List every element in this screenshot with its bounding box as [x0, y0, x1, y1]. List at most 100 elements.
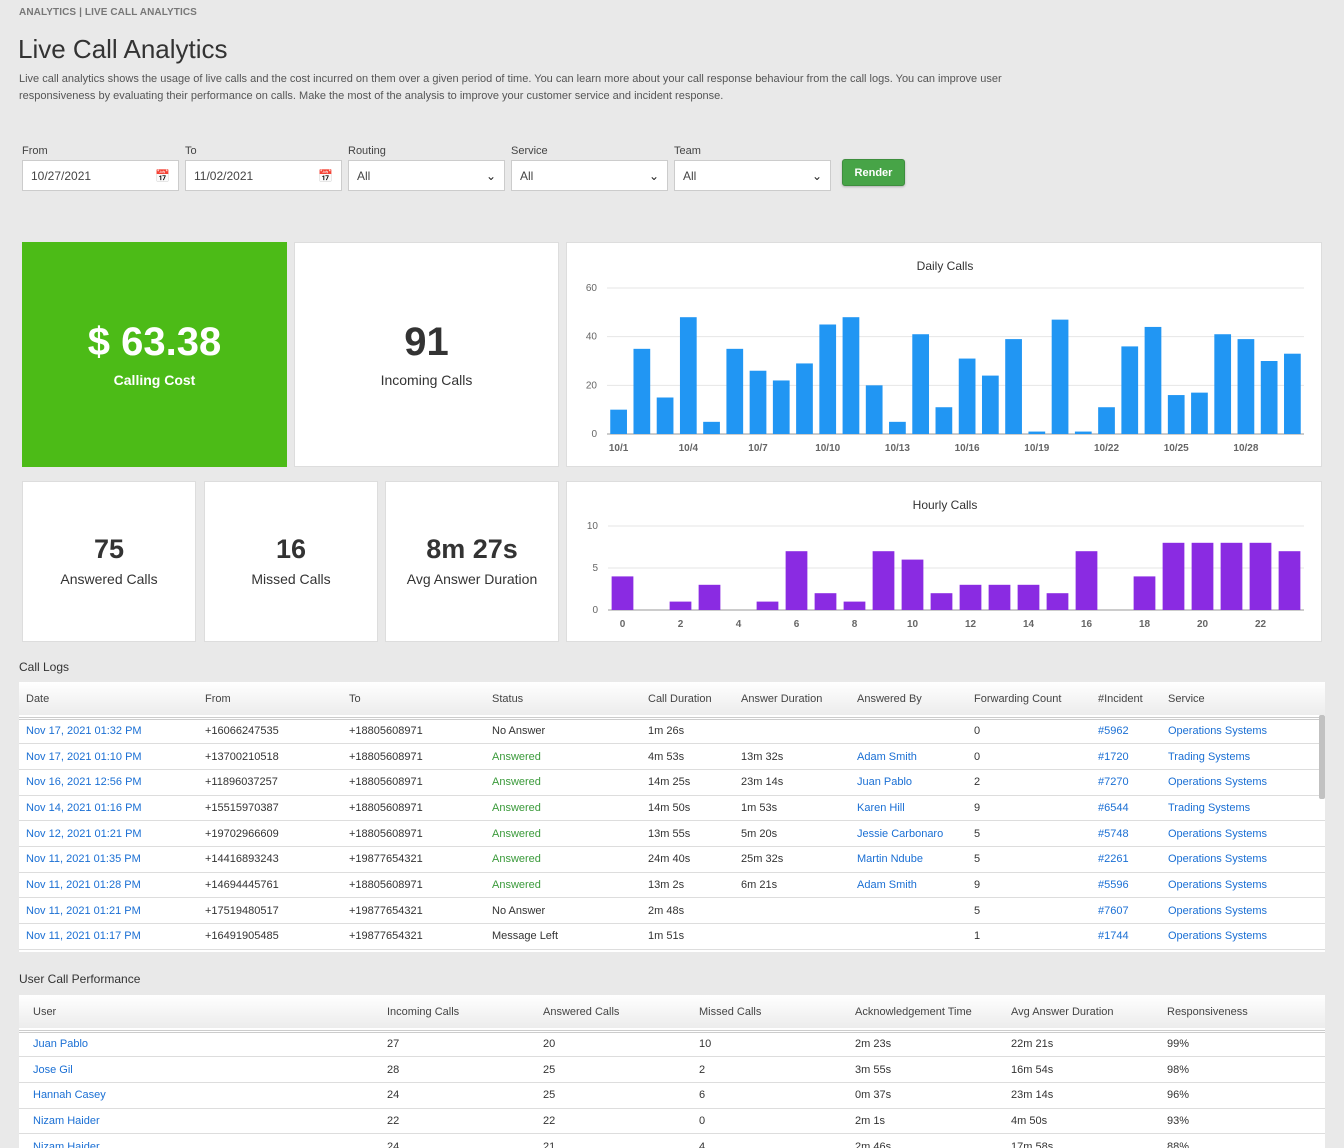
bar[interactable]: [1167, 395, 1185, 434]
table-row[interactable]: Jose Gil 28 25 2 3m 55s 16m 54s 98%: [19, 1056, 1325, 1083]
table-cell-link[interactable]: Hannah Casey: [19, 1082, 380, 1109]
bar[interactable]: [610, 409, 627, 434]
table-cell-link[interactable]: Operations Systems: [1161, 846, 1325, 873]
to-date-input[interactable]: 11/02/2021 📅: [185, 160, 342, 191]
bar[interactable]: [1144, 326, 1162, 434]
column-header[interactable]: To: [349, 693, 361, 706]
bar[interactable]: [611, 576, 634, 610]
bar[interactable]: [912, 334, 930, 434]
column-header[interactable]: Avg Answer Duration: [1011, 1006, 1114, 1019]
table-cell-link[interactable]: Nov 11, 2021 01:17 PM: [19, 923, 198, 950]
bar[interactable]: [958, 358, 976, 434]
column-header[interactable]: Forwarding Count: [974, 693, 1062, 706]
bar[interactable]: [1237, 339, 1255, 434]
column-header[interactable]: Date: [26, 693, 50, 706]
bar[interactable]: [842, 317, 860, 434]
table-cell-link[interactable]: Trading Systems: [1161, 743, 1325, 770]
table-row[interactable]: Nizam Haider 24 21 4 2m 46s 17m 58s 88%: [19, 1133, 1325, 1148]
table-row[interactable]: Nov 11, 2021 01:35 PM +14416893243 +198776…: [19, 846, 1325, 873]
bar[interactable]: [865, 385, 883, 434]
bar[interactable]: [901, 559, 924, 610]
table-cell-link[interactable]: #7607: [1091, 897, 1161, 924]
column-header[interactable]: Acknowledgement Time: [855, 1006, 972, 1019]
column-header[interactable]: Answered Calls: [543, 1006, 620, 1019]
bar[interactable]: [1284, 353, 1301, 434]
bar[interactable]: [1191, 392, 1208, 434]
table-cell-link[interactable]: Jose Gil: [19, 1056, 380, 1083]
table-row[interactable]: Nov 16, 2021 12:56 PM +11896037257 +188056…: [19, 769, 1325, 796]
table-cell-link[interactable]: Nov 12, 2021 01:21 PM: [19, 820, 198, 847]
table-cell-link[interactable]: Nov 17, 2021 01:32 PM: [19, 718, 198, 745]
bar[interactable]: [749, 370, 767, 434]
table-cell-link[interactable]: #1744: [1091, 923, 1161, 950]
bar[interactable]: [1051, 319, 1069, 434]
calendar-icon[interactable]: 📅: [318, 168, 333, 183]
bar[interactable]: [935, 407, 953, 434]
bar[interactable]: [796, 363, 813, 434]
table-row[interactable]: Nov 17, 2021 01:32 PM +16066247535 +188056…: [19, 718, 1325, 745]
from-date-input[interactable]: 10/27/2021 📅: [22, 160, 179, 191]
bar[interactable]: [633, 348, 651, 434]
table-cell-link[interactable]: Martin Ndube: [850, 846, 967, 873]
table-row[interactable]: Juan Pablo 27 20 10 2m 23s 22m 21s 99%: [19, 1031, 1325, 1058]
table-cell-link[interactable]: Nov 14, 2021 01:16 PM: [19, 795, 198, 822]
column-header[interactable]: Answered By: [857, 693, 922, 706]
table-row[interactable]: Hannah Casey 24 25 6 0m 37s 23m 14s 96%: [19, 1082, 1325, 1109]
table-cell-link[interactable]: Adam Smith: [850, 872, 967, 899]
render-button[interactable]: Render: [842, 159, 905, 186]
bar[interactable]: [1191, 542, 1214, 610]
table-row[interactable]: Nov 11, 2021 01:17 PM +16491905485 +198776…: [19, 923, 1325, 950]
bar[interactable]: [814, 593, 837, 610]
column-header[interactable]: Answer Duration: [741, 693, 823, 706]
table-cell-link[interactable]: Nov 11, 2021 01:28 PM: [19, 872, 198, 899]
table-row[interactable]: Nov 14, 2021 01:16 PM +15515970387 +188056…: [19, 795, 1325, 822]
bar[interactable]: [1260, 361, 1278, 434]
column-header[interactable]: Responsiveness: [1167, 1006, 1248, 1019]
table-cell-link[interactable]: Operations Systems: [1161, 923, 1325, 950]
bar[interactable]: [872, 551, 895, 610]
column-header[interactable]: From: [205, 693, 231, 706]
calendar-icon[interactable]: 📅: [155, 168, 170, 183]
table-cell-link[interactable]: #7270: [1091, 769, 1161, 796]
bar[interactable]: [656, 397, 674, 435]
bar[interactable]: [1098, 407, 1115, 434]
bar[interactable]: [843, 601, 866, 610]
table-cell-link[interactable]: Operations Systems: [1161, 718, 1325, 745]
table-cell-link[interactable]: Operations Systems: [1161, 769, 1325, 796]
table-cell-link[interactable]: #5596: [1091, 872, 1161, 899]
table-row[interactable]: Nov 11, 2021 01:21 PM +17519480517 +198776…: [19, 897, 1325, 924]
table-cell-link[interactable]: #5748: [1091, 820, 1161, 847]
bar[interactable]: [1028, 431, 1046, 434]
bar[interactable]: [1074, 431, 1092, 434]
table-cell-link[interactable]: #6544: [1091, 795, 1161, 822]
column-header[interactable]: Missed Calls: [699, 1006, 762, 1019]
scrollbar[interactable]: [1319, 715, 1325, 799]
table-cell-link[interactable]: Juan Pablo: [850, 769, 967, 796]
table-cell-link[interactable]: Adam Smith: [850, 743, 967, 770]
column-header[interactable]: Call Duration: [648, 693, 712, 706]
column-header[interactable]: Service: [1168, 693, 1205, 706]
column-header[interactable]: User: [33, 1006, 57, 1019]
bar[interactable]: [959, 584, 982, 610]
bar[interactable]: [819, 324, 837, 435]
bar[interactable]: [1162, 542, 1185, 610]
column-header[interactable]: Status: [492, 693, 524, 706]
bar[interactable]: [679, 317, 697, 434]
bar[interactable]: [1278, 551, 1301, 610]
table-cell-link[interactable]: Nizam Haider: [19, 1133, 380, 1148]
table-row[interactable]: Nov 11, 2021 01:28 PM +14694445761 +188056…: [19, 872, 1325, 899]
team-select[interactable]: All ⌄: [674, 160, 831, 191]
table-cell-link[interactable]: #2261: [1091, 846, 1161, 873]
table-cell-link[interactable]: Trading Systems: [1161, 795, 1325, 822]
table-cell-link[interactable]: Nov 16, 2021 12:56 PM: [19, 769, 198, 796]
bar[interactable]: [703, 421, 720, 434]
table-cell-link[interactable]: Jessie Carbonaro: [850, 820, 967, 847]
column-header[interactable]: Incoming Calls: [387, 1006, 460, 1019]
bar[interactable]: [1005, 339, 1022, 434]
table-cell-link[interactable]: Operations Systems: [1161, 872, 1325, 899]
table-row[interactable]: Nizam Haider 22 22 0 2m 1s 4m 50s 93%: [19, 1108, 1325, 1135]
table-cell-link[interactable]: #5962: [1091, 718, 1161, 745]
table-cell-link[interactable]: #1720: [1091, 743, 1161, 770]
bar[interactable]: [988, 584, 1011, 610]
bar[interactable]: [1249, 542, 1272, 610]
